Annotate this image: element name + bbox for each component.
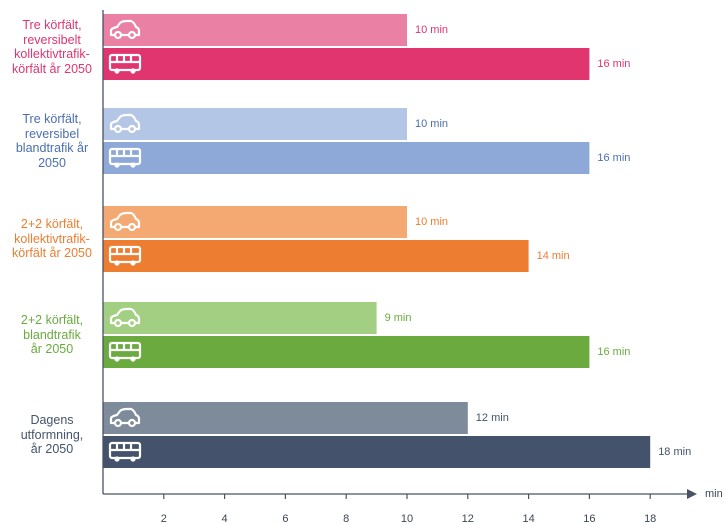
x-tick-label: 6: [282, 513, 289, 525]
category-label-line: körfält år 2050: [12, 246, 92, 261]
bar-group-1-bus: [103, 48, 590, 80]
x-tick-label: 8: [343, 513, 350, 525]
category-label-line: kollektivtrafik-: [14, 231, 90, 246]
bus-icon: [108, 441, 142, 462]
x-tick-label: 18: [644, 513, 657, 525]
x-axis-unit-label: min: [705, 488, 723, 500]
category-label-line: 2050: [38, 155, 66, 170]
bar-group-2-car: [103, 108, 407, 140]
category-label-group-5: Dagens utformning, år 2050: [2, 413, 102, 457]
value-label-group-4-car: 9 min: [384, 311, 412, 324]
bus-icon: [108, 245, 142, 266]
value-label-group-2-bus: 16 min: [597, 151, 631, 164]
value-label-group-2-car: 10 min: [415, 117, 449, 130]
category-label-line: blandtrafik år: [15, 141, 89, 155]
car-icon: [109, 407, 141, 428]
category-label-group-4: 2+2 körfält, blandtrafik år 2050: [2, 313, 102, 357]
car-icon: [109, 19, 141, 40]
value-label-group-1-car: 10 min: [415, 23, 449, 36]
category-label-line: kollektivtrafik-: [14, 47, 90, 61]
category-label-line: Dagens: [30, 413, 74, 428]
category-label-line: blandtrafik: [23, 327, 81, 342]
category-label-line: körfält år 2050: [12, 61, 92, 76]
category-label-line: 2+2 körfält,: [20, 217, 84, 232]
category-label-line: Tre körfält,: [22, 112, 82, 126]
x-tick-label: 14: [522, 513, 535, 525]
value-label-group-5-car: 12 min: [475, 411, 509, 424]
car-icon: [109, 211, 141, 232]
bus-icon: [108, 53, 142, 74]
value-label-group-3-car: 10 min: [415, 215, 449, 228]
x-tick-label: 10: [400, 513, 414, 525]
category-label-line: reversibel: [24, 126, 80, 141]
value-label-group-3-bus: 14 min: [536, 249, 570, 262]
category-label-group-3: 2+2 körfält, kollektivtrafik-körfält år 2…: [2, 217, 102, 261]
bar-group-3-bus: [103, 240, 529, 272]
bar-group-1-car: [103, 14, 407, 46]
category-label-line: 2+2 körfält,: [20, 313, 84, 328]
x-tick-label: 16: [583, 513, 596, 525]
bar-group-2-bus: [103, 142, 590, 174]
car-icon: [109, 307, 141, 328]
bar-group-5-car: [103, 402, 468, 434]
bar-group-5-bus: [103, 436, 651, 468]
bar-group-4-car: [103, 302, 377, 334]
value-label-group-1-bus: 16 min: [597, 57, 631, 70]
category-label-line: Tre körfält,: [22, 18, 82, 32]
x-tick-label: 12: [461, 513, 474, 525]
category-label-line: år 2050: [30, 342, 74, 357]
category-label-line: utformning,: [20, 427, 84, 442]
bar-group-4-bus: [103, 336, 590, 368]
bar-group-3-car: [103, 206, 407, 238]
value-label-group-5-bus: 18 min: [658, 445, 692, 458]
bus-icon: [108, 147, 142, 168]
x-axis-arrow-icon: [687, 489, 697, 499]
category-label-line: reversibelt: [23, 32, 81, 47]
bus-icon: [108, 341, 142, 362]
x-tick-label: 2: [160, 513, 167, 525]
category-label-line: år 2050: [30, 442, 74, 457]
category-label-group-1: Tre körfält, reversibelt kollektivtrafik-k…: [2, 18, 102, 76]
value-label-group-4-bus: 16 min: [597, 345, 631, 358]
car-icon: [109, 113, 141, 134]
category-label-group-2: Tre körfält, reversibel blandtrafik år 2050: [2, 112, 102, 170]
x-tick-label: 4: [221, 513, 228, 525]
